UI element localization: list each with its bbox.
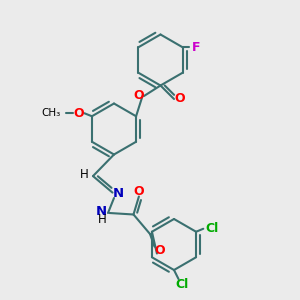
Text: Cl: Cl	[206, 222, 219, 235]
Text: O: O	[133, 89, 144, 103]
Text: O: O	[134, 184, 144, 198]
Text: O: O	[154, 244, 165, 257]
Text: H: H	[80, 168, 89, 181]
Text: N: N	[96, 205, 107, 218]
Text: O: O	[73, 107, 84, 120]
Text: H: H	[98, 213, 106, 226]
Text: CH₃: CH₃	[41, 108, 60, 118]
Text: Cl: Cl	[176, 278, 189, 291]
Text: N: N	[112, 187, 124, 200]
Text: F: F	[192, 41, 201, 54]
Text: O: O	[174, 92, 185, 106]
